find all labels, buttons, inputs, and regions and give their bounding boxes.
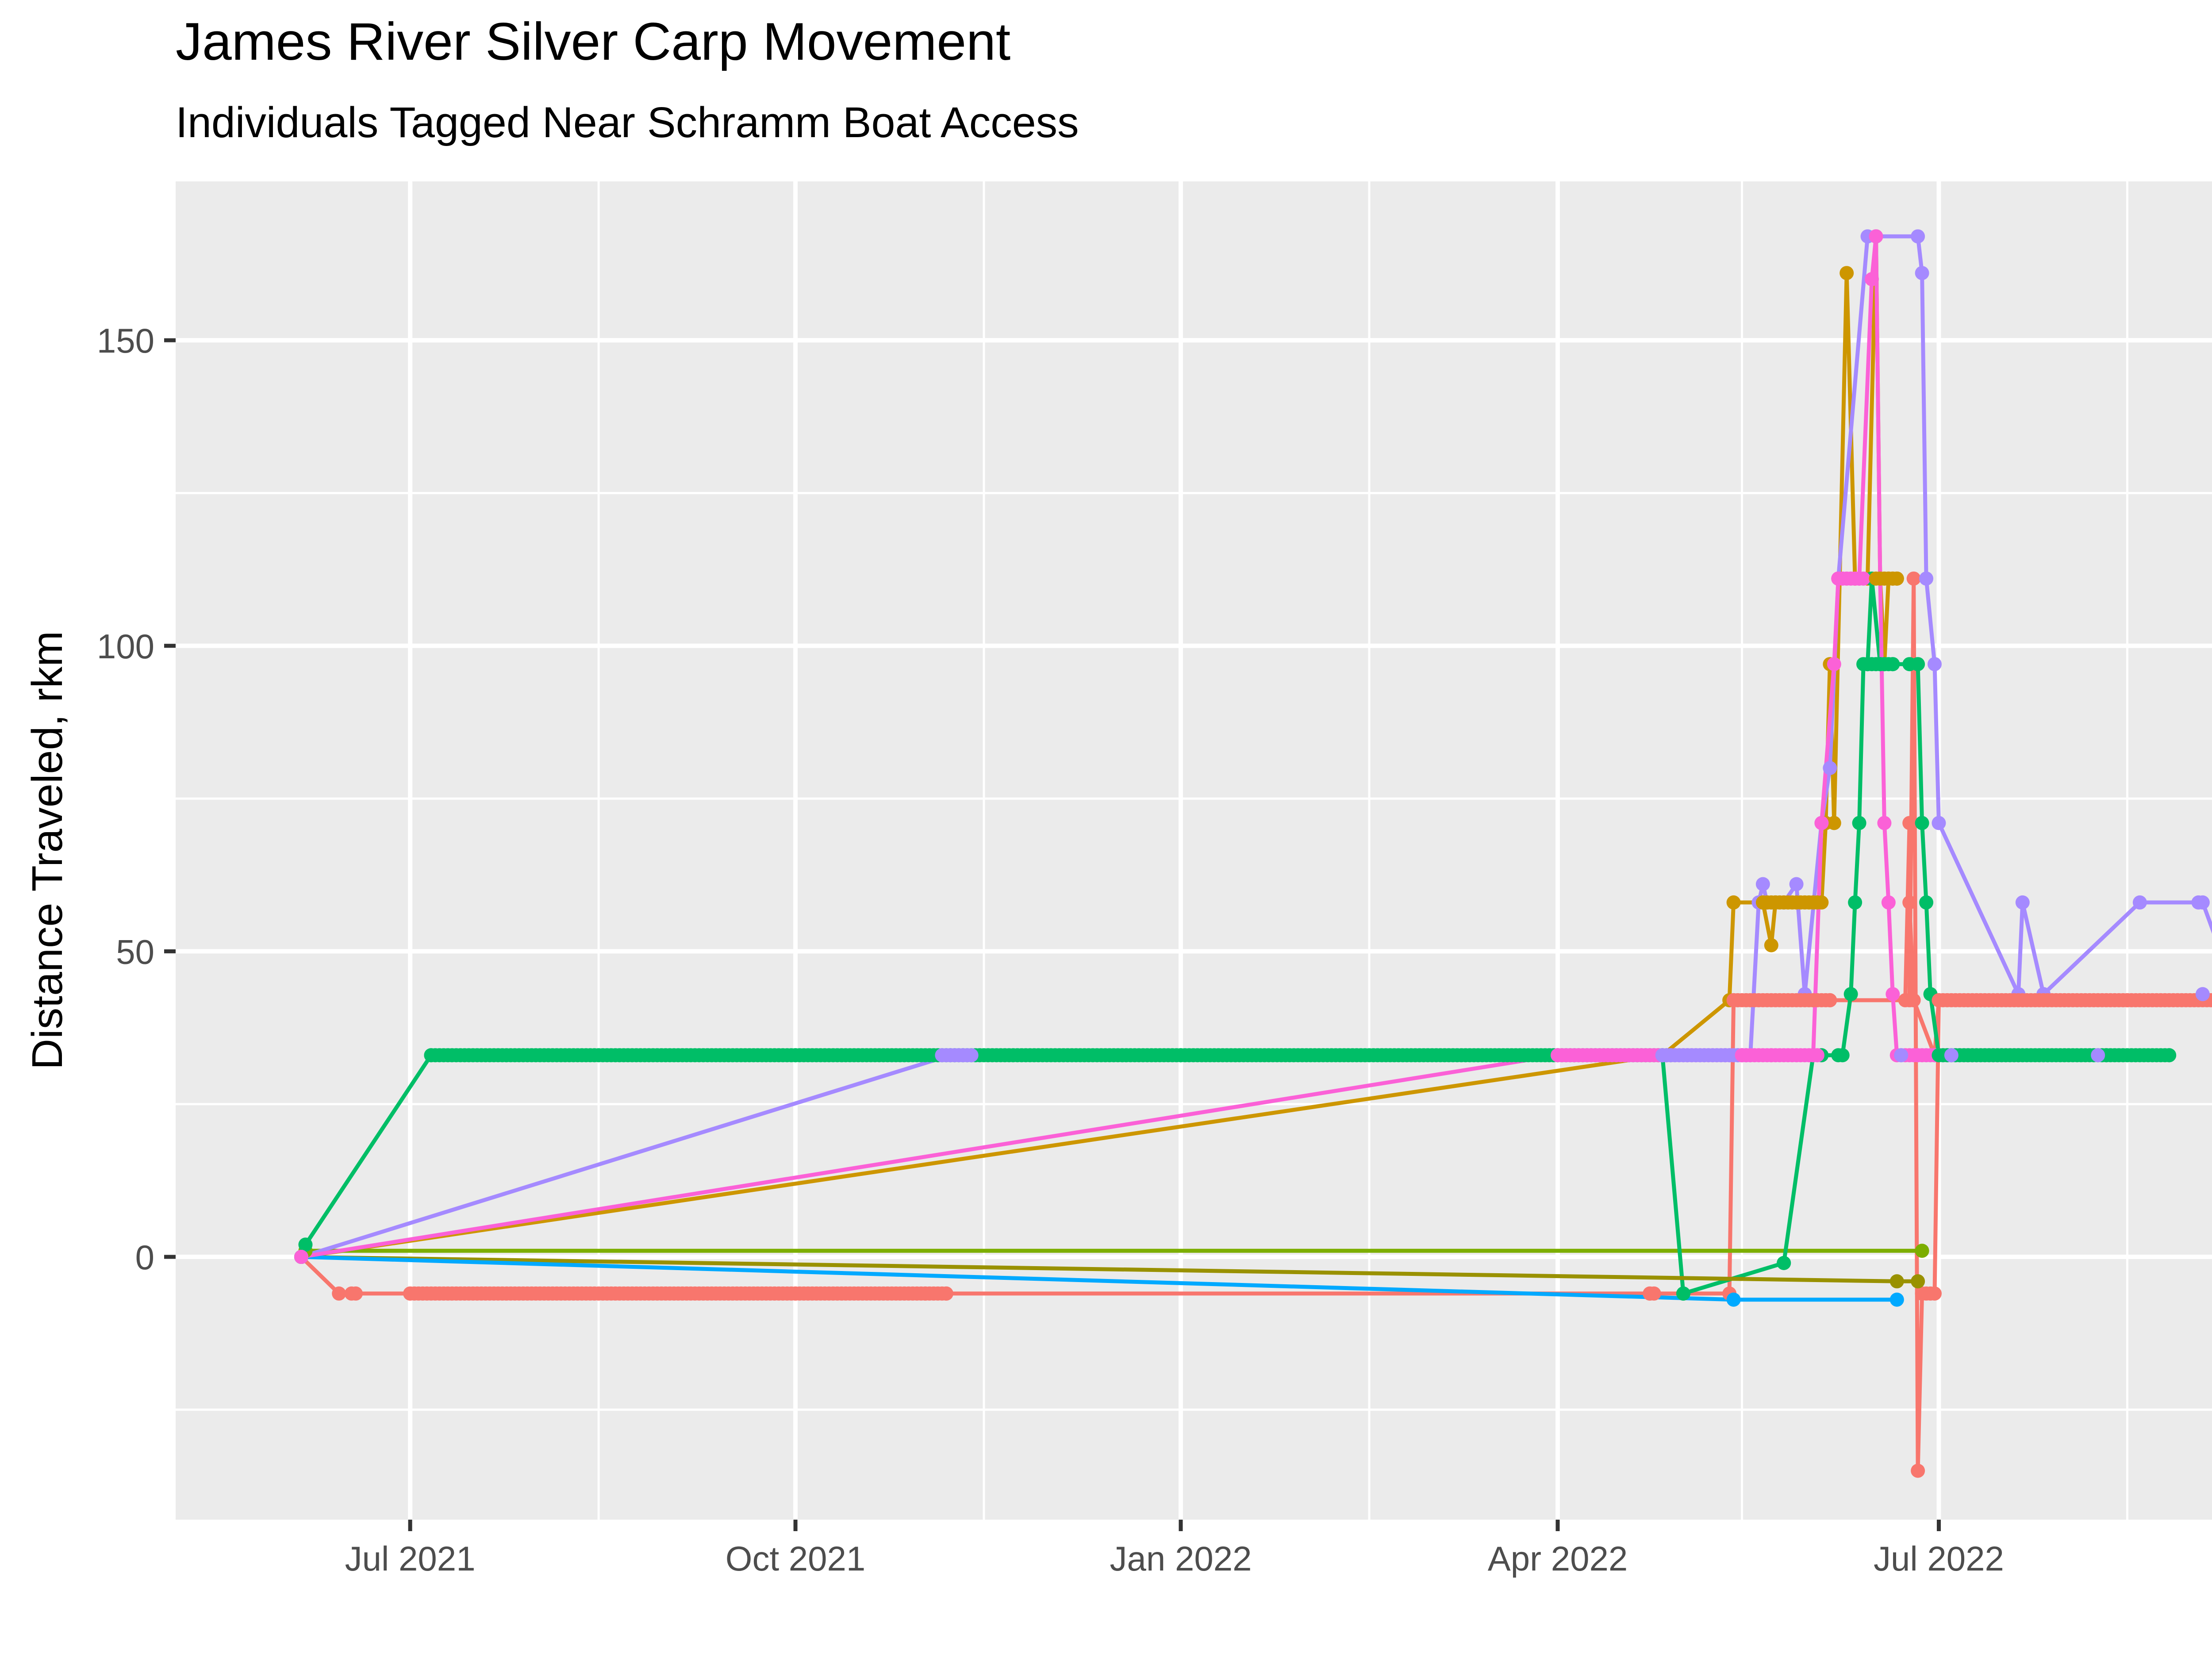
y-tick-label: 100 xyxy=(97,627,154,666)
data-point xyxy=(298,1237,313,1252)
series-line xyxy=(1903,821,1941,1057)
data-point xyxy=(1932,816,1946,830)
data-point xyxy=(1915,816,1929,830)
data-point xyxy=(1902,816,1917,830)
major-gridlines xyxy=(176,181,2212,1520)
data-point xyxy=(1852,816,1866,830)
data-point xyxy=(2132,895,2147,910)
data-point xyxy=(1906,571,1921,586)
x-tick-label: Jan 2022 xyxy=(1110,1539,1252,1578)
data-point xyxy=(1919,571,1934,586)
data-point xyxy=(1915,266,1929,280)
data-point xyxy=(2195,987,2210,1002)
data-point xyxy=(1889,571,1904,586)
data-point xyxy=(1894,1048,1909,1063)
data-point xyxy=(1865,272,1879,287)
minor-gridlines xyxy=(176,181,2212,1520)
y-axis: 0 50 100 150 xyxy=(97,321,176,1277)
data-point xyxy=(1886,987,1900,1002)
data-point xyxy=(332,1286,346,1301)
data-point xyxy=(1856,571,1871,586)
data-point xyxy=(1911,229,1925,244)
plot-panel xyxy=(176,181,2212,1520)
data-point xyxy=(1764,938,1778,952)
y-axis-title: Distance Traveled, rkm xyxy=(23,631,71,1070)
data-point xyxy=(1810,895,1824,910)
data-point xyxy=(1911,1274,1925,1289)
data-point xyxy=(1827,657,1841,672)
data-point xyxy=(349,1286,363,1301)
data-point xyxy=(1911,1463,1925,1478)
data-point xyxy=(1928,1286,1942,1301)
data-point xyxy=(1676,1286,1690,1301)
data-point xyxy=(1647,1286,1661,1301)
data-point xyxy=(1915,1244,1929,1258)
x-axis: Jul 2021 Oct 2021 Jan 2022 Apr 2022 Jul 2022 xyxy=(345,1520,2004,1578)
x-tick-label: Apr 2022 xyxy=(1488,1539,1628,1578)
data-point xyxy=(2015,895,2030,910)
data-point xyxy=(1889,1292,1904,1307)
data-point xyxy=(1777,1256,1791,1270)
data-point xyxy=(294,1250,308,1264)
data-point xyxy=(1823,761,1837,776)
data-point xyxy=(2162,1048,2177,1063)
data-point xyxy=(2091,1048,2105,1063)
data-point xyxy=(1881,895,1896,910)
data-point xyxy=(1789,877,1804,891)
chart-subtitle: Individuals Tagged Near Schramm Boat Acc… xyxy=(176,98,1079,146)
data-point xyxy=(1726,895,1741,910)
y-tick-label: 50 xyxy=(116,932,154,971)
data-point xyxy=(939,1286,953,1301)
data-point xyxy=(1902,895,1917,910)
data-point xyxy=(1823,993,1837,1007)
data-point xyxy=(1848,895,1863,910)
data-point xyxy=(1835,1048,1850,1063)
data-point xyxy=(1726,1292,1741,1307)
chart-title: James River Silver Carp Movement xyxy=(176,12,1010,71)
data-point xyxy=(1869,229,1883,244)
series-points xyxy=(294,229,2212,1478)
data-point xyxy=(1755,877,1770,891)
data-point xyxy=(2208,994,2212,1007)
data-point xyxy=(1928,657,1942,672)
data-point xyxy=(1814,816,1829,830)
data-point xyxy=(1827,816,1841,830)
data-point xyxy=(1911,657,1925,672)
data-point xyxy=(2195,895,2210,910)
data-point xyxy=(1886,657,1900,672)
data-point xyxy=(1906,993,1921,1007)
data-point xyxy=(964,1048,979,1063)
x-tick-label: Jul 2022 xyxy=(1874,1539,2004,1578)
data-point xyxy=(1889,1274,1904,1289)
data-point xyxy=(1944,1048,1959,1063)
data-point xyxy=(1839,266,1854,280)
data-point xyxy=(1843,987,1858,1002)
x-tick-label: Jul 2021 xyxy=(345,1539,476,1578)
x-tick-label: Oct 2021 xyxy=(726,1539,866,1578)
data-point xyxy=(1919,895,1934,910)
y-tick-label: 150 xyxy=(97,321,154,360)
data-point xyxy=(1877,816,1892,830)
data-point xyxy=(1810,1048,1824,1063)
y-tick-label: 0 xyxy=(135,1238,154,1277)
